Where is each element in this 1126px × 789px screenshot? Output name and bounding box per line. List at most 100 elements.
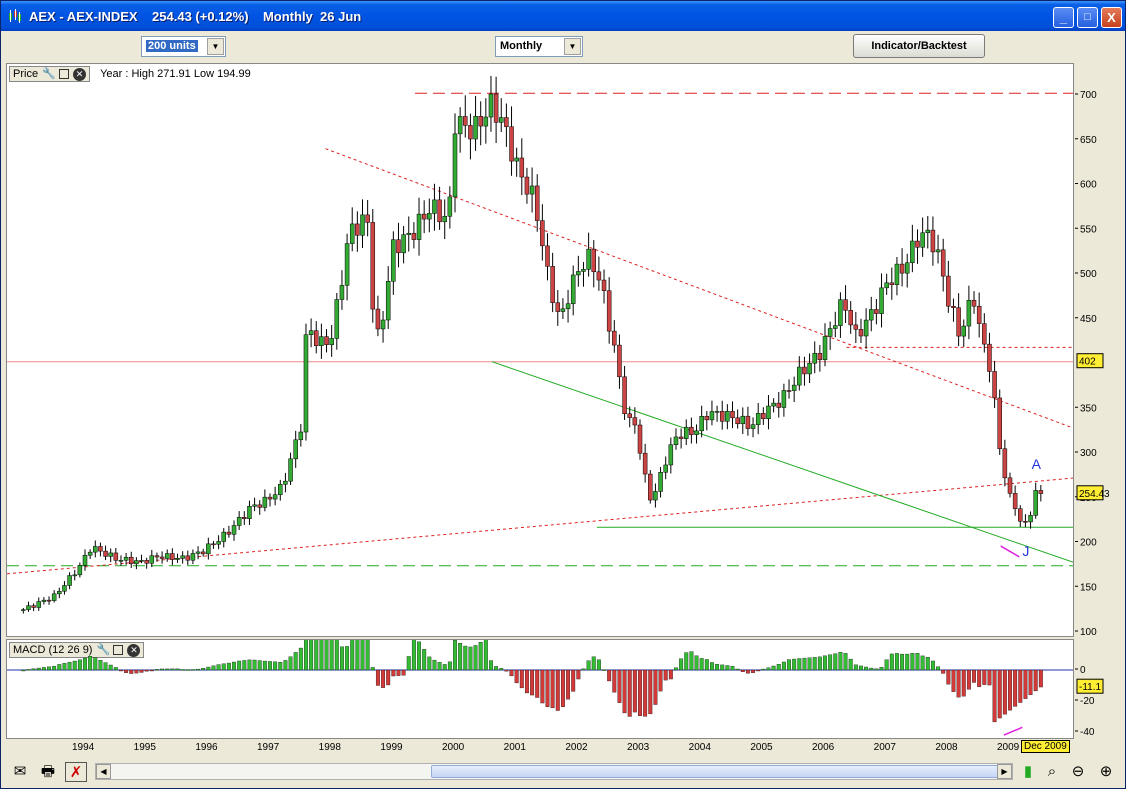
macd-pane[interactable]: MACD (12 26 9) 🔧 ✕ bbox=[6, 639, 1074, 739]
candle-body bbox=[31, 605, 36, 608]
period-dropdown[interactable]: Monthly ▼ bbox=[495, 36, 583, 57]
candle-body bbox=[324, 336, 329, 346]
macd-bar bbox=[674, 667, 678, 671]
candle-body bbox=[257, 504, 262, 508]
macd-bar bbox=[47, 666, 51, 671]
macd-bar bbox=[442, 664, 447, 671]
macd-bar bbox=[334, 640, 339, 671]
candle-body bbox=[992, 371, 997, 399]
macd-bar bbox=[524, 669, 529, 694]
candle-body bbox=[725, 411, 730, 422]
macd-bar bbox=[252, 659, 257, 671]
macd-bar bbox=[124, 669, 129, 673]
candle-body bbox=[771, 402, 776, 407]
candle-body bbox=[529, 185, 535, 195]
candle-body bbox=[606, 290, 612, 332]
title-bar[interactable]: AEX - AEX-INDEX 254.43 (+0.12%) Monthly … bbox=[1, 1, 1125, 31]
macd-bar bbox=[119, 669, 123, 672]
macd-bar bbox=[339, 646, 344, 671]
macd-bar bbox=[550, 669, 555, 709]
x-axis-label: 2006 bbox=[812, 742, 835, 753]
zoom-fit-icon[interactable]: ⌕ bbox=[1047, 763, 1057, 780]
macd-bar bbox=[817, 656, 822, 671]
scroll-thumb[interactable] bbox=[431, 765, 999, 778]
macd-bar bbox=[771, 665, 776, 671]
macd-bar bbox=[540, 669, 545, 704]
x-axis-label: 2003 bbox=[627, 742, 650, 753]
candle-body bbox=[812, 353, 817, 364]
candle-body bbox=[385, 281, 391, 321]
scroll-left-button[interactable]: ◀ bbox=[96, 764, 111, 779]
maximize-button[interactable]: □ bbox=[1077, 7, 1098, 28]
macd-bar bbox=[910, 653, 915, 671]
macd-bar bbox=[900, 653, 905, 671]
macd-bar bbox=[324, 640, 329, 671]
candle-body bbox=[206, 543, 211, 555]
indicator-backtest-button[interactable]: Indicator/Backtest bbox=[853, 34, 985, 58]
macd-bar bbox=[638, 669, 642, 717]
macd-bar bbox=[432, 659, 437, 671]
disconnect-icon[interactable]: ✗ bbox=[65, 762, 87, 782]
price-badge-bg bbox=[1076, 485, 1104, 501]
macd-bar bbox=[175, 668, 180, 671]
macd-bar bbox=[571, 669, 576, 692]
candle-body bbox=[935, 249, 941, 253]
candle-body bbox=[113, 552, 119, 561]
candle-body bbox=[1012, 493, 1018, 509]
candle-body bbox=[889, 282, 895, 285]
macd-bar bbox=[375, 669, 380, 686]
candle-body bbox=[678, 436, 684, 439]
x-axis-label: 1996 bbox=[195, 742, 218, 753]
minimize-button[interactable]: _ bbox=[1053, 7, 1074, 28]
chevron-down-icon[interactable]: ▼ bbox=[564, 38, 581, 55]
macd-bar bbox=[745, 669, 750, 674]
macd-bar bbox=[52, 665, 57, 671]
email-icon[interactable]: ✉ bbox=[13, 763, 27, 780]
macd-bar bbox=[113, 667, 118, 671]
scroll-right-button[interactable]: ▶ bbox=[997, 764, 1012, 779]
printer-icon[interactable]: 🖶 bbox=[40, 763, 56, 780]
macd-bar bbox=[535, 669, 540, 698]
window-icon[interactable] bbox=[113, 645, 124, 655]
close-pane-icon[interactable]: ✕ bbox=[73, 67, 87, 81]
macd-bar bbox=[894, 653, 899, 671]
price-badge: 254.43 bbox=[1079, 489, 1110, 500]
candle-body bbox=[648, 473, 653, 501]
candle-body bbox=[946, 275, 951, 307]
macd-bar bbox=[725, 665, 730, 671]
zoom-out-icon[interactable]: ⊖ bbox=[1071, 763, 1085, 780]
zoom-in-icon[interactable]: ⊕ bbox=[1099, 763, 1113, 780]
close-pane-icon[interactable]: ✕ bbox=[127, 643, 141, 657]
candle-body bbox=[797, 366, 802, 386]
chevron-down-icon[interactable]: ▼ bbox=[207, 38, 224, 55]
macd-bar bbox=[930, 660, 935, 671]
units-dropdown[interactable]: 200 units ▼ bbox=[141, 36, 226, 57]
macd-bar bbox=[201, 668, 206, 671]
window-icon[interactable] bbox=[59, 69, 70, 79]
price-chart[interactable]: AJ bbox=[7, 64, 1073, 636]
wrench-icon[interactable]: 🔧 bbox=[42, 67, 56, 80]
candle-body bbox=[904, 262, 910, 274]
candle-body bbox=[622, 376, 627, 415]
macd-bar bbox=[848, 658, 853, 671]
candle-body bbox=[473, 116, 478, 140]
candle-body bbox=[252, 504, 257, 507]
candle-chart-icon[interactable]: ▮ bbox=[1023, 763, 1033, 780]
close-button[interactable]: X bbox=[1101, 7, 1122, 28]
macd-bar bbox=[262, 660, 267, 671]
macd-bar bbox=[627, 669, 632, 717]
macd-bar bbox=[242, 660, 247, 671]
wrench-icon[interactable]: 🔧 bbox=[96, 643, 111, 656]
macd-bar bbox=[560, 669, 565, 707]
y-tick-label: 650 bbox=[1080, 135, 1097, 146]
macd-bar bbox=[88, 656, 93, 671]
horizontal-scrollbar[interactable]: ◀ ▶ bbox=[95, 763, 1013, 780]
candle-body bbox=[447, 196, 453, 217]
candle-body bbox=[956, 307, 961, 337]
macd-bar bbox=[129, 669, 134, 674]
price-chart-pane[interactable]: Price 🔧 ✕ Year : High 271.91 Low 194.99 … bbox=[6, 63, 1074, 637]
macd-bar bbox=[211, 665, 216, 671]
macd-bar bbox=[304, 640, 308, 671]
macd-bar bbox=[766, 667, 771, 671]
macd-chart[interactable] bbox=[7, 640, 1073, 738]
